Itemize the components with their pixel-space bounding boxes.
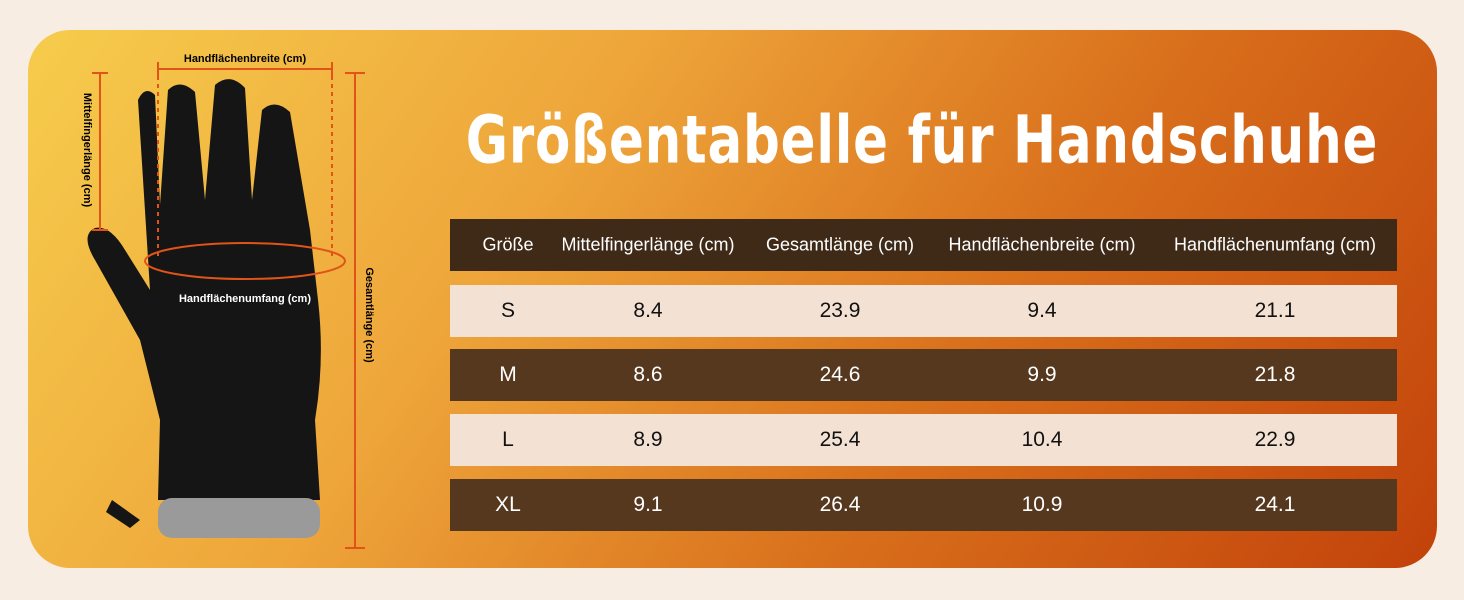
table-cell: 24.6 [819, 363, 861, 386]
header-cell: Gesamtlänge (cm) [765, 234, 915, 255]
table-row: L 8.9 25.4 10.4 22.9 [450, 414, 1397, 466]
title: Größentabelle für Handschuhe [465, 101, 1379, 179]
table-cell: 10.4 [1021, 428, 1063, 451]
header-cell: Handflächenumfang (cm) [1173, 234, 1377, 255]
table-cell: 21.1 [1254, 299, 1296, 322]
table-cell: 8.6 [633, 363, 663, 386]
cuff [158, 498, 320, 538]
label-total-length: Gesamtlänge (cm) [363, 267, 375, 363]
table-cell: 26.4 [819, 493, 861, 516]
table-cell: L [502, 428, 514, 451]
cord [106, 500, 140, 528]
table-cell: 9.9 [1027, 363, 1057, 386]
table-cell: 21.8 [1254, 363, 1296, 386]
table-row: XL 9.1 26.4 10.9 24.1 [450, 479, 1397, 531]
header-row: Größe Mittelfingerlänge (cm) Gesamtlänge (… [450, 219, 1397, 271]
glove [87, 79, 321, 500]
label-palm-circumference: Handflächenumfang (cm) [179, 293, 311, 305]
table-cell: 23.9 [819, 299, 861, 322]
table-cell: 24.1 [1254, 493, 1296, 516]
table-cell: M [499, 363, 517, 386]
header-cell: Mittelfingerlänge (cm) [561, 234, 735, 255]
table-cell: 9.4 [1027, 299, 1057, 322]
table-cell: S [500, 299, 516, 322]
table-cell: 8.4 [633, 299, 663, 322]
table-cell: 25.4 [819, 428, 861, 451]
table-row: M 8.6 24.6 9.9 21.8 [450, 349, 1397, 401]
table-cell: 9.1 [633, 493, 663, 516]
table-cell: 10.9 [1021, 493, 1063, 516]
table-row: S 8.4 23.9 9.4 21.1 [450, 285, 1397, 337]
label-palm-width: Handflächenbreite (cm) [184, 53, 307, 65]
table-cell: 8.9 [633, 428, 663, 451]
header-cell: Handflächenbreite (cm) [948, 234, 1136, 255]
glove-diagram: Handflächenbreite (cm) Handflächenumfang… [81, 53, 375, 549]
table-cell: 22.9 [1254, 428, 1296, 451]
label-middle-finger: Mittelfingerlänge (cm) [81, 93, 93, 208]
header-cell: Größe [482, 234, 534, 255]
dimension-lines [92, 62, 365, 549]
table-cell: XL [495, 493, 521, 516]
